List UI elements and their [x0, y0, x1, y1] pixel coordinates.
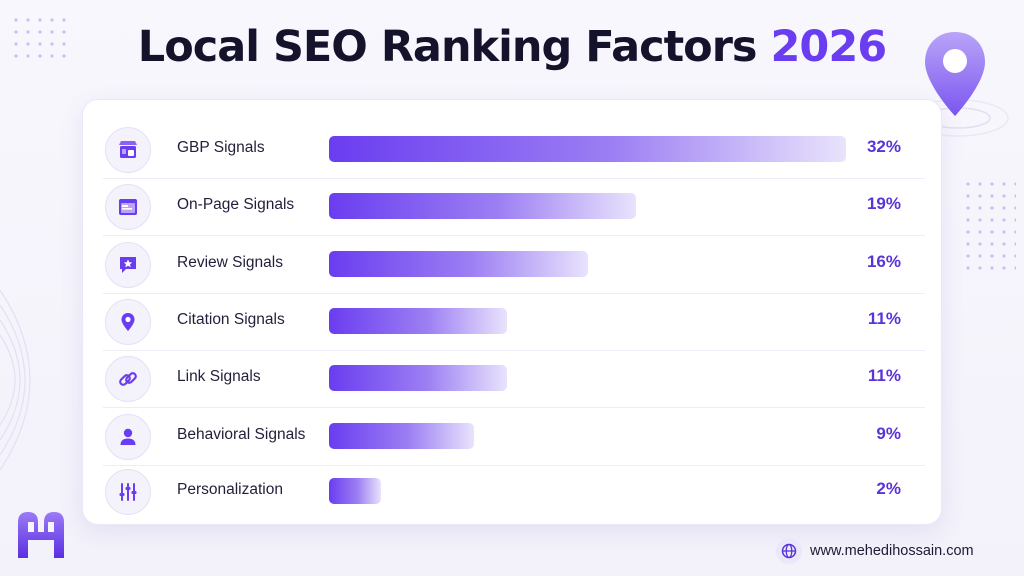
category-label: On-Page Signals [177, 196, 295, 213]
webpage-icon [105, 184, 151, 230]
title-main: Local SEO Ranking Factors [137, 22, 758, 72]
value-label: 11% [867, 309, 901, 328]
user-icon [105, 414, 151, 460]
category-label: Review Signals [177, 254, 283, 271]
sliders-icon [105, 469, 151, 515]
review-star-icon [105, 242, 151, 288]
value-label: 9% [876, 424, 901, 443]
bar-track [329, 308, 849, 334]
bar-track [329, 251, 849, 277]
value-label: 16% [866, 252, 901, 271]
bar-track [329, 478, 849, 504]
chart-card: GBP Signals 32% On-Page Signals 19% Review S… [82, 99, 942, 525]
chart-row: Behavioral Signals 9% [103, 408, 925, 466]
website-url[interactable]: www.mehedihossain.com [810, 543, 974, 559]
bar [329, 308, 507, 334]
value-label: 11% [867, 366, 901, 385]
decorative-dots-right [962, 178, 1016, 274]
value-label: 2% [876, 479, 901, 498]
globe-icon [776, 538, 802, 564]
bar-track [329, 423, 849, 449]
decorative-waves [0, 289, 31, 471]
chart-row: Citation Signals 11% [103, 293, 925, 351]
decorative-dots-top-left [10, 14, 70, 64]
bar-track [329, 193, 849, 219]
location-pin-icon [105, 299, 151, 345]
category-label: Citation Signals [177, 311, 285, 328]
chart-row: GBP Signals 32% [103, 121, 925, 179]
bar-track [329, 136, 849, 162]
bar-track [329, 365, 849, 391]
storefront-icon [105, 127, 151, 173]
bar [329, 193, 636, 219]
chart-row: Link Signals 11% [103, 350, 925, 408]
bar [329, 365, 507, 391]
category-label: Behavioral Signals [177, 426, 306, 443]
bar [329, 251, 588, 277]
page-title: Local SEO Ranking Factors 2026 [0, 22, 1024, 72]
chart-row: Review Signals 16% [103, 236, 925, 294]
value-label: 19% [866, 194, 901, 213]
chart-row: Personalization 2% [103, 463, 925, 520]
chart-row: On-Page Signals 19% [103, 178, 925, 236]
title-year: 2026 [770, 22, 888, 72]
category-label: Link Signals [177, 368, 261, 385]
location-pin-decoration-icon [925, 32, 985, 116]
website-footer[interactable]: www.mehedihossain.com [776, 537, 974, 565]
category-label: Personalization [177, 481, 283, 498]
bar [329, 478, 381, 504]
category-label: GBP Signals [177, 139, 265, 156]
bar [329, 136, 846, 162]
link-icon [105, 356, 151, 402]
brand-logo-icon [18, 512, 64, 558]
value-label: 32% [866, 137, 901, 156]
bar [329, 423, 475, 449]
